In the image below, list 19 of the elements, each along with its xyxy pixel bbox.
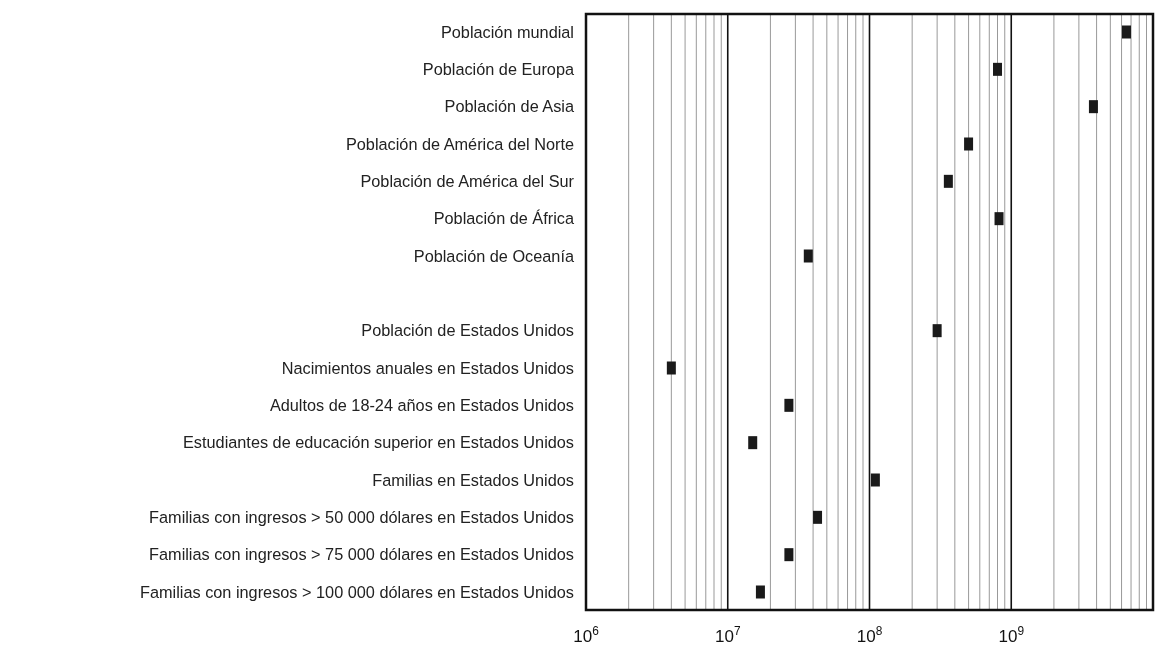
y-tick-label: Población de Estados Unidos	[361, 321, 574, 340]
y-tick-label: Población de Asia	[444, 97, 575, 116]
y-tick-label: Estudiantes de educación superior en Estados Unidos	[183, 433, 574, 452]
y-tick-label: Población de América del Norte	[345, 134, 574, 153]
y-tick-label: Población mundial	[440, 22, 574, 41]
y-tick-label: Adultos de 18-24 años en Estados Unidos	[269, 396, 574, 415]
y-tick-label: Población de África	[433, 209, 575, 228]
y-tick-label: Familias con ingresos > 50 000 dólares en Estados Unidos	[149, 508, 574, 527]
x-tick-label: 10$^{8}$	[856, 624, 883, 646]
y-tick-label: Familias con ingresos > 75 000 dólares en Estados Unidos	[149, 545, 574, 564]
x-tick-label: 10$^{6}$	[573, 624, 600, 646]
y-tick-label: Población de Europa	[422, 60, 575, 79]
y-tick-label: Familias con ingresos > 100 000 dólares en Estados Unidos	[140, 582, 574, 601]
y-tick-label: Nacimientos anuales en Estados Unidos	[281, 358, 574, 377]
y-tick-label: Familias en Estados Unidos	[372, 470, 574, 489]
y-tick-label: Población de Oceanía	[413, 246, 575, 265]
x-tick-label: 10$^{9}$	[998, 624, 1025, 646]
x-tick-label: 10$^{7}$	[714, 624, 741, 646]
y-tick-label: Población de América del Sur	[360, 172, 575, 191]
